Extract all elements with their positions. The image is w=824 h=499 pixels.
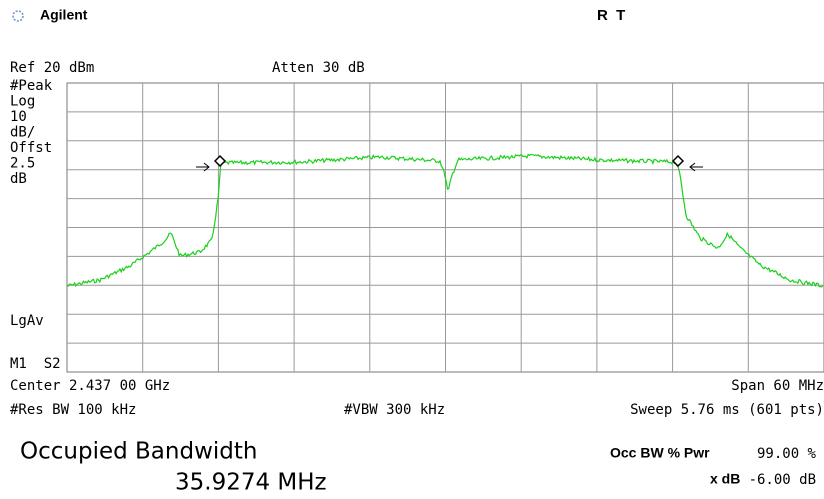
logo <box>12 10 24 22</box>
side-label: Offst <box>10 140 52 156</box>
status: R T <box>597 7 625 24</box>
graticule <box>66 82 824 373</box>
span: Span 60 MHz <box>731 378 824 394</box>
measurement-title: Occupied Bandwidth <box>20 439 257 465</box>
attenuation: Atten 30 dB <box>272 60 365 76</box>
xdb-value: -6.00 dB <box>749 472 816 488</box>
pwr-value: 99.00 % <box>757 446 817 462</box>
side-label: dB <box>10 171 27 187</box>
side-label: 2.5 <box>10 156 35 172</box>
rbw: #Res BW 100 kHz <box>10 402 136 418</box>
center-freq: Center 2.437 00 GHz <box>10 378 170 394</box>
side-label: 10 <box>10 109 27 125</box>
ref-level: Ref 20 dBm <box>10 60 94 76</box>
measurement-result: 35.9274 MHz <box>175 470 327 496</box>
marker-state: M1 S2 <box>10 356 61 372</box>
xdb-label: x dB <box>710 471 740 487</box>
pwr-label: Occ BW % Pwr <box>610 445 710 461</box>
brand: Agilent <box>40 7 88 23</box>
sweep: Sweep 5.76 ms (601 pts) <box>630 402 824 418</box>
vbw: #VBW 300 kHz <box>344 402 445 418</box>
side-label: Log <box>10 94 35 110</box>
obw-markers <box>196 154 703 172</box>
side-label: dB/ <box>10 125 35 141</box>
trace <box>67 153 824 288</box>
detector: LgAv <box>10 313 44 329</box>
side-label: #Peak <box>10 78 53 94</box>
